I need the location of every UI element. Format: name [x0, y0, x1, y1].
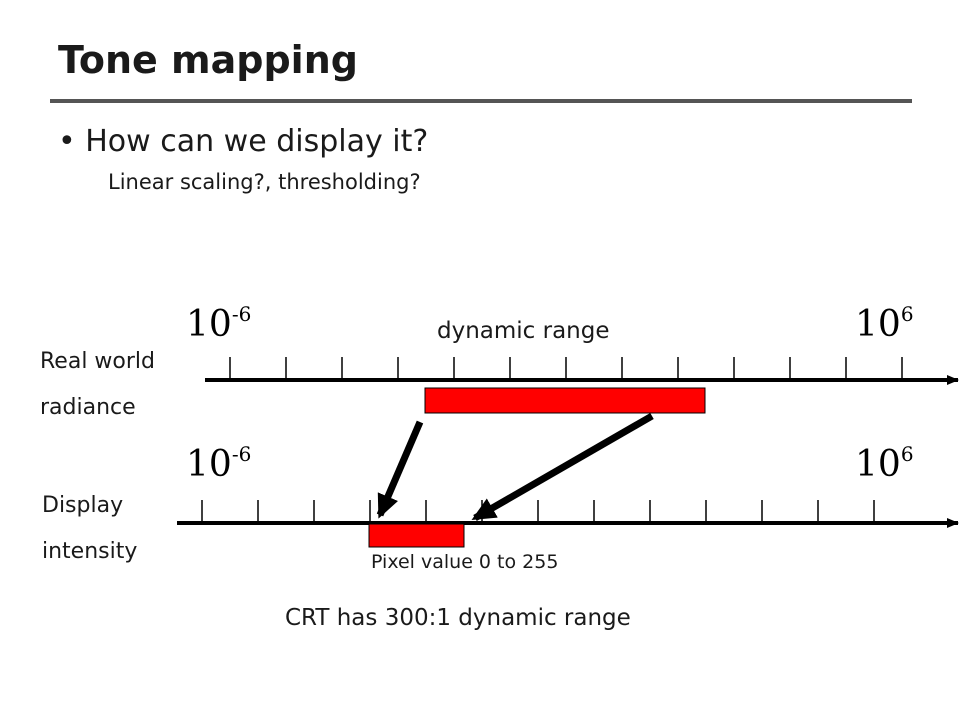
slide-title: Tone mapping [58, 38, 358, 82]
mapping-arrow-right [471, 412, 654, 522]
max-exponent: 6 [900, 302, 914, 326]
max-base: 10 [855, 444, 901, 485]
real-world-label-line2: radiance [40, 395, 136, 420]
real-world-label: Real world radiance [40, 339, 155, 431]
display-max-label: 106 [855, 442, 914, 485]
mapping-arrow-left [376, 420, 424, 519]
min-base: 10 [186, 304, 232, 345]
real-world-range-bar [424, 387, 706, 414]
display-label: Display intensity [42, 483, 137, 575]
min-exponent: -6 [231, 302, 252, 326]
title-divider [50, 99, 912, 103]
real-world-min-label: 10-6 [186, 302, 252, 345]
max-exponent: 6 [900, 442, 914, 466]
real-world-max-label: 106 [855, 302, 914, 345]
display-min-label: 10-6 [186, 442, 252, 485]
real-world-label-line1: Real world [40, 349, 155, 374]
crt-caption: CRT has 300:1 dynamic range [285, 605, 631, 631]
real-world-ticks [229, 357, 903, 380]
pixel-value-label: Pixel value 0 to 255 [371, 551, 559, 573]
bullet-item: • How can we display it? [58, 124, 428, 159]
min-exponent: -6 [231, 442, 252, 466]
display-label-line1: Display [42, 493, 124, 518]
bullet-text: How can we display it? [85, 124, 429, 159]
sub-bullet-text: Linear scaling?, thresholding? [108, 170, 421, 194]
min-base: 10 [186, 444, 232, 485]
dynamic-range-label: dynamic range [437, 318, 610, 344]
display-range-bar [368, 523, 465, 548]
bullet-dot: • [58, 124, 76, 159]
max-base: 10 [855, 304, 901, 345]
display-ticks [201, 500, 875, 523]
display-label-line2: intensity [42, 539, 138, 564]
